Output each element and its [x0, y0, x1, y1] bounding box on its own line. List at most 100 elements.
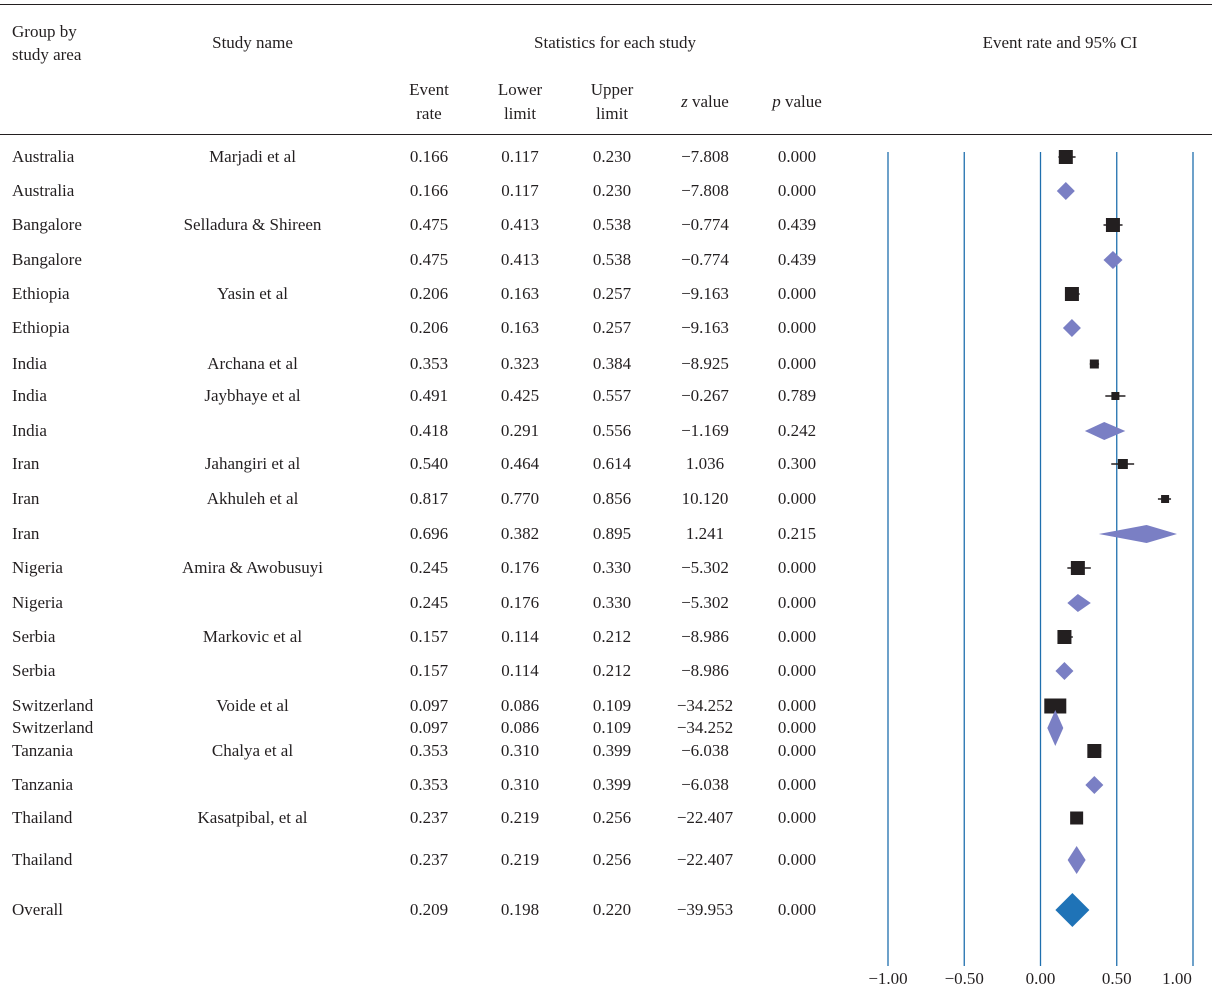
- event-rate-cell: 0.475: [409, 215, 449, 234]
- study-name-cell: Akhuleh et al: [206, 489, 299, 508]
- z-value-cell: −5.302: [681, 593, 729, 612]
- study-name-cell: Kasatpibal, et al: [197, 808, 308, 827]
- upper-limit-cell: 0.895: [592, 524, 632, 543]
- subtotal-diamond: [1047, 710, 1064, 746]
- col-upper-header-2: limit: [595, 104, 629, 123]
- group-cell: Ethiopia: [12, 284, 70, 303]
- upper-limit-cell: 0.399: [592, 775, 632, 794]
- col-p-header: p value: [757, 92, 837, 112]
- x-tick-label: −1.00: [868, 969, 908, 988]
- event-rate-cell: 0.353: [409, 741, 449, 760]
- upper-limit-cell: 0.557: [592, 386, 632, 405]
- z-value-cell: −7.808: [681, 147, 729, 166]
- col-event-header-1: Event: [409, 80, 449, 99]
- subtotal-diamond: [1084, 422, 1126, 440]
- event-rate-cell: 0.097: [409, 718, 449, 737]
- col-z-rest: value: [687, 92, 729, 111]
- p-value-cell: 0.000: [777, 318, 817, 337]
- lower-limit-cell: 0.382: [500, 524, 540, 543]
- group-cell: Iran: [12, 524, 40, 543]
- event-rate-cell: 0.237: [409, 808, 449, 827]
- col-lower-header-2: limit: [503, 104, 537, 123]
- upper-limit-cell: 0.257: [592, 318, 632, 337]
- z-value-cell: −0.774: [681, 215, 729, 234]
- x-tick-label: 1.00: [1162, 969, 1192, 988]
- z-value-cell: 1.241: [685, 524, 725, 543]
- event-rate-cell: 0.245: [409, 558, 449, 577]
- study-marker: [1105, 218, 1120, 232]
- event-rate-cell: 0.209: [409, 900, 449, 919]
- p-value-cell: 0.000: [777, 147, 817, 166]
- study-name-cell: Chalya et al: [211, 741, 294, 760]
- x-tick-label: 0.50: [1101, 969, 1132, 988]
- p-value-cell: 0.215: [777, 524, 817, 543]
- subtotal-diamond: [1067, 594, 1091, 612]
- subtotal-diamond: [1056, 182, 1075, 200]
- x-tick-label: −0.50: [944, 969, 984, 988]
- study-header: Study name: [212, 33, 293, 52]
- lower-limit-cell: 0.310: [500, 741, 540, 760]
- event-rate-cell: 0.097: [409, 696, 449, 715]
- stats-header: Statistics for each study: [534, 33, 696, 52]
- p-value-cell: 0.000: [777, 696, 817, 715]
- group-cell: Thailand: [12, 808, 73, 827]
- group-header-line2: study area: [12, 45, 82, 64]
- group-cell: India: [12, 421, 47, 440]
- lower-limit-cell: 0.176: [500, 593, 540, 612]
- subtotal-diamond: [1103, 251, 1123, 269]
- study-marker: [1057, 630, 1072, 644]
- upper-limit-cell: 0.256: [592, 850, 632, 869]
- lower-limit-cell: 0.413: [500, 250, 540, 269]
- p-value-cell: 0.000: [777, 718, 817, 737]
- event-rate-cell: 0.237: [409, 850, 449, 869]
- p-value-cell: 0.000: [777, 775, 817, 794]
- study-marker: [1111, 392, 1120, 400]
- top-rule: [0, 4, 1212, 5]
- lower-limit-cell: 0.163: [500, 318, 540, 337]
- lower-limit-cell: 0.464: [500, 454, 540, 473]
- group-cell: Serbia: [12, 627, 56, 646]
- group-header-line1: Group by: [12, 22, 77, 41]
- z-value-cell: −6.038: [681, 741, 729, 760]
- p-value-cell: 0.000: [777, 558, 817, 577]
- group-cell: Bangalore: [12, 215, 82, 234]
- event-rate-cell: 0.353: [409, 354, 449, 373]
- lower-limit-cell: 0.114: [501, 627, 539, 646]
- col-upper-header-1: Upper: [590, 80, 634, 99]
- group-cell: Nigeria: [12, 558, 63, 577]
- z-value-cell: −9.163: [681, 284, 729, 303]
- group-cell: India: [12, 354, 47, 373]
- p-value-cell: 0.000: [777, 627, 817, 646]
- study-name-cell: Yasin et al: [217, 284, 288, 303]
- p-value-cell: 0.000: [777, 354, 817, 373]
- group-cell: Ethiopia: [12, 318, 70, 337]
- study-marker: [1089, 359, 1099, 369]
- group-cell: Switzerland: [12, 696, 94, 715]
- ci-header: Event rate and 95% CI: [982, 33, 1138, 52]
- study-marker: [1117, 459, 1128, 469]
- subtotal-diamond: [1055, 662, 1074, 680]
- study-name-cell: Jahangiri et al: [204, 454, 301, 473]
- group-cell: Iran: [12, 454, 40, 473]
- upper-limit-cell: 0.614: [592, 454, 632, 473]
- p-value-cell: 0.000: [777, 741, 817, 760]
- event-rate-cell: 0.540: [409, 454, 449, 473]
- z-value-cell: −8.986: [681, 661, 729, 680]
- z-value-cell: 1.036: [685, 454, 725, 473]
- lower-limit-cell: 0.117: [501, 147, 539, 166]
- study-name-cell: Amira & Awobusuyi: [181, 558, 324, 577]
- event-rate-cell: 0.353: [409, 775, 449, 794]
- lower-limit-cell: 0.291: [500, 421, 540, 440]
- event-rate-cell: 0.157: [409, 661, 449, 680]
- study-marker: [1070, 811, 1084, 825]
- lower-limit-cell: 0.770: [500, 489, 540, 508]
- lower-limit-cell: 0.413: [500, 215, 540, 234]
- event-rate-cell: 0.206: [409, 318, 449, 337]
- group-cell: Australia: [12, 147, 75, 166]
- lower-limit-cell: 0.086: [500, 718, 540, 737]
- col-p-italic: p: [772, 92, 781, 111]
- group-cell: Thailand: [12, 850, 73, 869]
- p-value-cell: 0.439: [777, 215, 817, 234]
- study-name-cell: Marjadi et al: [209, 147, 296, 166]
